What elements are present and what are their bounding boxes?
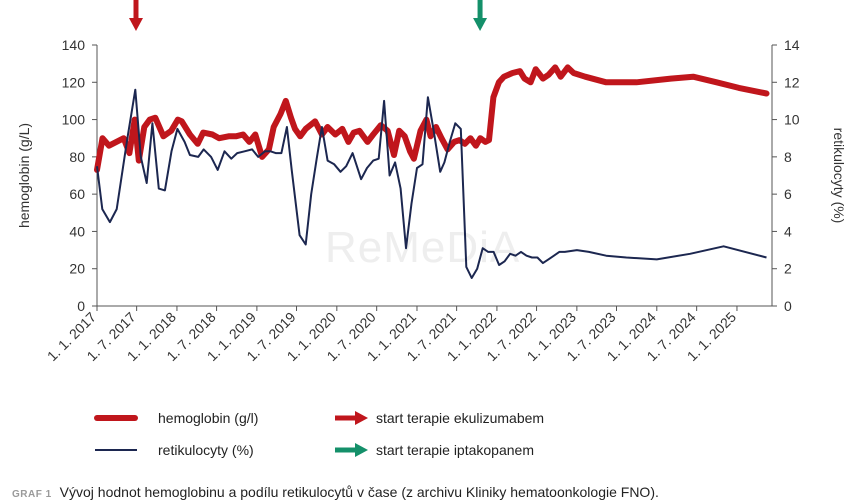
y-right-tick-label: 2 [784,261,792,277]
y-right-tick-label: 12 [784,74,800,90]
legend-retikulocyty-label: retikulocyty (%) [158,442,254,458]
y-right-tick-label: 4 [784,223,792,239]
reticulocyte-line [96,88,767,279]
y-left-tick-label: 20 [69,261,85,277]
y-left-tick-label: 0 [77,298,85,314]
therapy-arrow-icon [128,18,143,31]
y-left-tick-label: 140 [62,37,86,53]
y-left-tick-label: 80 [69,149,85,165]
y-right-tick-label: 14 [784,37,800,53]
y-left-tick-label: 100 [62,112,86,128]
legend-ekulizumab-label: start terapie ekulizumabem [376,410,544,426]
watermark: ReMeDiA [325,223,520,272]
y-left-tick-label: 120 [62,74,86,90]
legend-iptakopan-label: start terapie iptakopanem [376,442,534,458]
therapy-arrow-icon [473,18,488,31]
y-left-tick-label: 60 [69,186,85,202]
chart: ReMeDiA 020406080100120140024681012141. … [16,0,847,458]
y-right-axis-title: retikulocyty (%) [831,128,847,224]
y-left-axis-title: hemoglobin (g/L) [16,123,32,228]
y-right-tick-label: 10 [784,112,800,128]
caption-label: GRAF 1 [12,489,52,500]
legend-ekulizumab-arrow-icon [355,411,368,425]
y-left-tick-label: 40 [69,223,85,239]
legend-iptakopan-arrow-icon [355,443,368,457]
therapy-arrows [128,0,488,31]
caption-text: Vývoj hodnot hemoglobinu a podílu retiku… [59,484,659,500]
y-right-tick-label: 8 [784,149,792,165]
y-right-tick-label: 6 [784,186,792,202]
hemoglobin-line [94,64,770,173]
y-right-tick-label: 0 [784,298,792,314]
legend-hemoglobin-label: hemoglobin (g/l) [158,410,258,426]
legend: hemoglobin (g/l) retikulocyty (%) start … [94,410,544,458]
figure-caption: GRAF 1 Vývoj hodnot hemoglobinu a podílu … [12,484,659,500]
